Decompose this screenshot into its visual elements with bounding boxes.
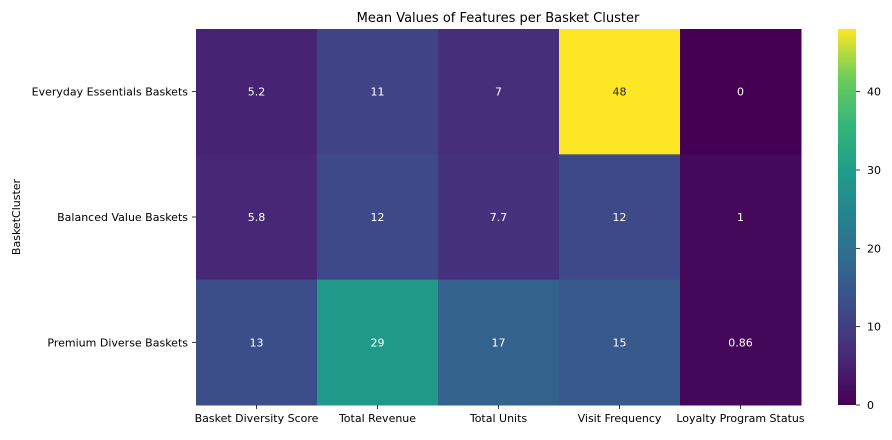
cell-value-label: 13: [250, 336, 264, 349]
cell-value-label: 15: [613, 336, 627, 349]
y-tick-label: Premium Diverse Baskets: [47, 336, 188, 349]
heatmap-cell: [438, 279, 560, 406]
cell-value-label: 0.86: [728, 336, 753, 349]
cell-value-label: 29: [371, 336, 385, 349]
chart-title: Mean Values of Features per Basket Clust…: [357, 11, 640, 26]
heatmap-cells: [196, 29, 802, 406]
heatmap-cell: [559, 29, 681, 155]
cell-value-label: 5.8: [248, 211, 266, 224]
x-tick-label: Visit Frequency: [578, 412, 662, 425]
y-axis-label: BasketCluster: [10, 178, 23, 255]
colorbar: [838, 29, 856, 405]
y-tick-label: Everyday Essentials Baskets: [32, 86, 189, 99]
cell-value-label: 1: [737, 211, 744, 224]
x-tick-label: Total Units: [469, 412, 528, 425]
heatmap-cell: [680, 154, 802, 281]
colorbar-tick-label: 10: [867, 321, 881, 334]
heatmap-cell: [559, 279, 681, 406]
heatmap-cell: [317, 154, 439, 281]
x-axis: Basket Diversity Score Total Revenue Total…: [195, 405, 805, 425]
colorbar-tick-label: 30: [867, 164, 881, 177]
heatmap-cell: [317, 279, 439, 406]
heatmap-cell: [196, 29, 318, 155]
cell-value-label: 17: [492, 336, 506, 349]
heatmap-cell: [559, 154, 681, 281]
cell-value-label: 0: [737, 86, 744, 99]
heatmap-cell: [438, 29, 560, 155]
y-axis: Everyday Essentials Baskets Balanced Valu…: [32, 86, 196, 349]
heatmap-cell: [680, 29, 802, 155]
heatmap-cell: [680, 279, 802, 406]
heatmap-cell: [196, 279, 318, 406]
x-tick-label: Basket Diversity Score: [195, 412, 319, 425]
colorbar-tick-label: 20: [867, 242, 881, 255]
cell-value-label: 12: [371, 211, 385, 224]
cell-value-label: 7: [495, 86, 502, 99]
cell-value-label: 5.2: [248, 86, 266, 99]
cell-value-label: 12: [613, 211, 627, 224]
heatmap-cell: [317, 29, 439, 155]
cell-annotations: 5.2 11 7 48 0 5.8 12 7.7 12 1 13 29 17 15 0.86: [248, 86, 753, 350]
cell-value-label: 7.7: [490, 211, 508, 224]
y-tick-label: Balanced Value Baskets: [57, 211, 188, 224]
x-tick-label: Loyalty Program Status: [676, 412, 805, 425]
colorbar-tick-label: 0: [867, 399, 874, 412]
colorbar-axis: 0 10 20 30 40: [856, 86, 881, 412]
colorbar-tick-label: 40: [867, 86, 881, 99]
cell-value-label: 48: [613, 86, 627, 99]
heatmap-cell: [438, 154, 560, 281]
heatmap-cell: [196, 154, 318, 281]
x-tick-label: Total Revenue: [338, 412, 416, 425]
cell-value-label: 11: [371, 86, 385, 99]
